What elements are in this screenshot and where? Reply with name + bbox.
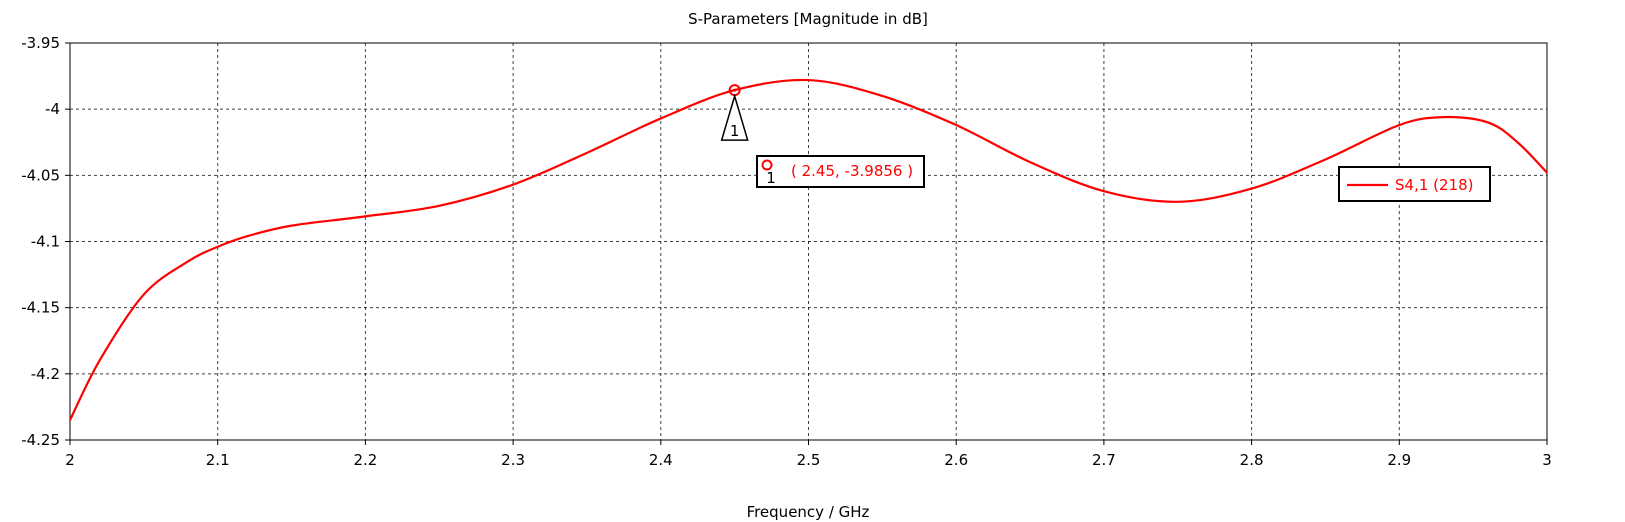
x-tick-label: 2.4	[649, 451, 673, 469]
marker-triangle-icon	[720, 93, 749, 141]
y-tick-label: -4.05	[21, 166, 60, 184]
marker-box-id: 1	[766, 169, 776, 187]
marker-value-box: 1 ( 2.45, -3.9856 )	[756, 155, 925, 188]
series-line-s41	[69, 78, 1548, 421]
marker-id-label: 1	[730, 122, 740, 140]
x-tick-label: 2.9	[1387, 451, 1411, 469]
legend: S4,1 (218)	[1338, 166, 1491, 202]
x-tick-label: 2.7	[1092, 451, 1116, 469]
x-axis-ticks: 2 2.1 2.2 2.3 2.4 2.5 2.6 2.7 2.8 2.9 3	[65, 440, 1552, 469]
marker-annotation[interactable]: 1	[720, 84, 749, 141]
grid-lines	[70, 43, 1547, 440]
x-tick-label: 2.2	[353, 451, 377, 469]
x-axis-label: Frequency / GHz	[747, 503, 870, 521]
y-axis-ticks: -3.95 -4 -4.05 -4.1 -4.15 -4.2 -4.25	[21, 34, 70, 449]
x-tick-label: 2.8	[1240, 451, 1264, 469]
marker-value-text: ( 2.45, -3.9856 )	[791, 162, 913, 180]
chart-title: S-Parameters [Magnitude in dB]	[688, 10, 928, 28]
x-tick-label: 2.3	[501, 451, 525, 469]
plot-area-frame	[69, 42, 1548, 441]
series-group	[69, 78, 1548, 421]
y-tick-label: -3.95	[21, 34, 60, 52]
y-tick-label: -4	[45, 100, 60, 118]
y-tick-label: -4.1	[31, 233, 60, 251]
marker-point-center	[733, 88, 737, 92]
y-tick-label: -4.25	[21, 431, 60, 449]
legend-entry-label: S4,1 (218)	[1395, 176, 1473, 194]
y-tick-label: -4.2	[31, 365, 60, 383]
y-tick-label: -4.15	[21, 299, 60, 317]
marker-box-icon	[761, 159, 773, 171]
x-tick-label: 2.5	[797, 451, 821, 469]
x-tick-label: 3	[1542, 451, 1552, 469]
x-tick-label: 2.1	[206, 451, 230, 469]
x-tick-label: 2.6	[944, 451, 968, 469]
x-tick-label: 2	[65, 451, 75, 469]
